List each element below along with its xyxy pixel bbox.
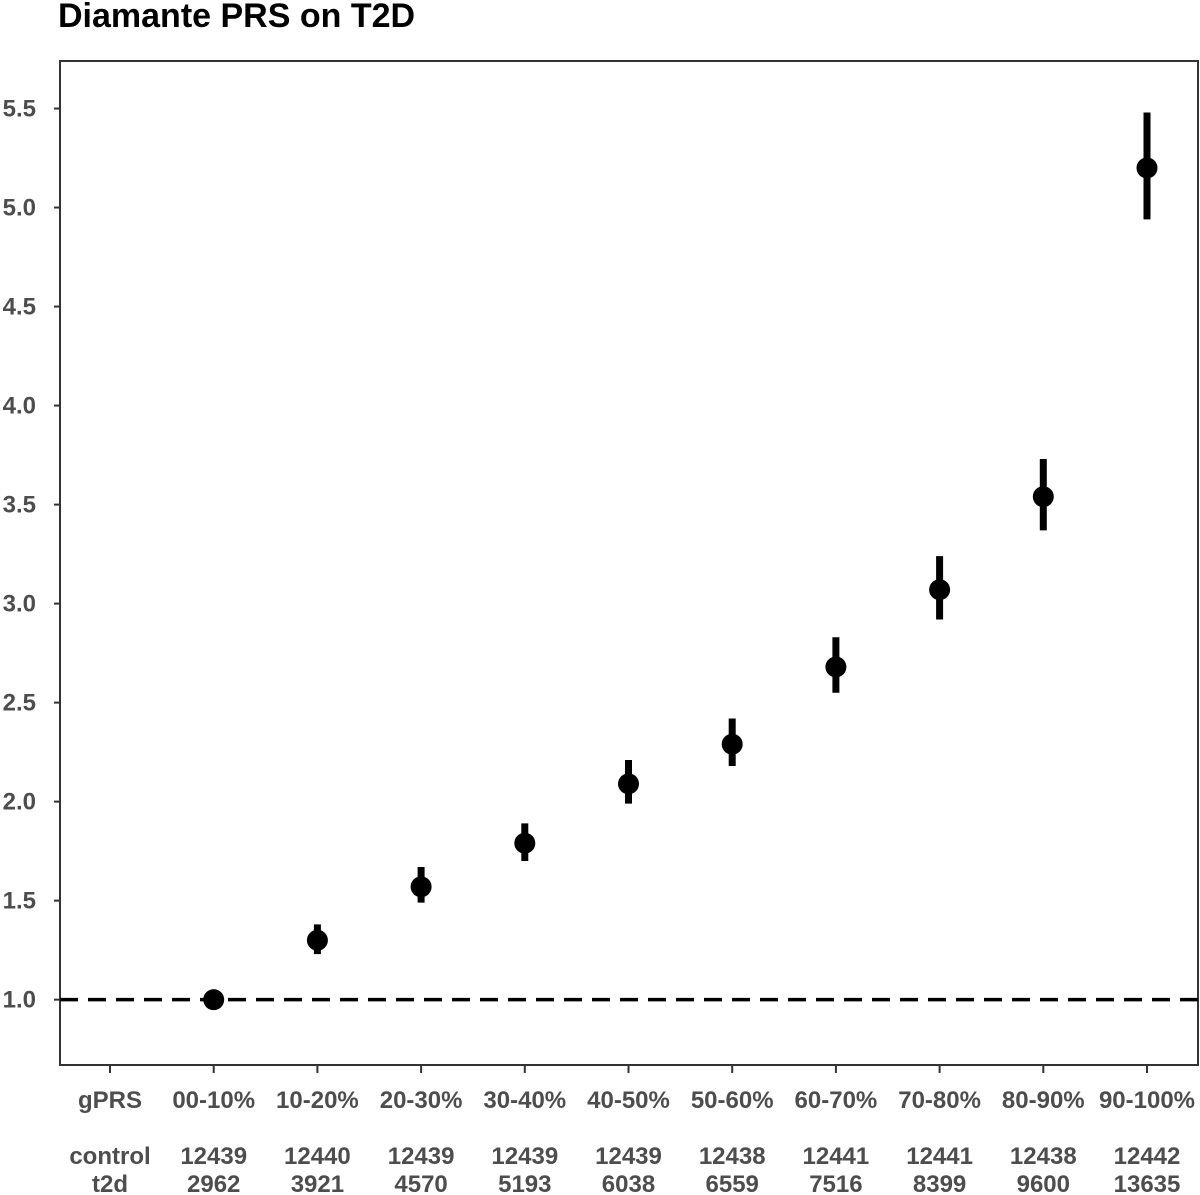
t2d-count-label: 13635 xyxy=(1114,1171,1181,1195)
t2d-count-label: 8399 xyxy=(913,1171,966,1195)
data-point xyxy=(929,579,951,601)
t2d-count-label: 5193 xyxy=(498,1171,551,1195)
x-axis xyxy=(109,1065,1148,1073)
data-marks xyxy=(203,112,1158,1011)
y-axis: 1.0 1.5 2.0 2.5 3.0 3.5 4.0 4.5 5.0 5.5 xyxy=(3,96,60,1014)
y-tick-label: 4.5 xyxy=(3,294,36,321)
data-point xyxy=(410,876,432,898)
t2d-count-label: 6559 xyxy=(706,1171,759,1195)
t2d-count-label: 3921 xyxy=(291,1171,344,1195)
y-tick-label: 2.0 xyxy=(3,789,36,816)
row-label: control xyxy=(69,1143,150,1170)
row-label: gPRS xyxy=(78,1087,142,1114)
y-tick-label: 1.0 xyxy=(3,987,36,1014)
y-tick-label: 5.0 xyxy=(3,195,36,222)
t2d-count-label: 7516 xyxy=(809,1171,862,1195)
control-count-label: 12439 xyxy=(180,1143,247,1170)
category-label: 20-30% xyxy=(380,1087,463,1114)
t2d-count-label: 6038 xyxy=(602,1171,655,1195)
category-label: 30-40% xyxy=(483,1087,566,1114)
control-count-label: 12439 xyxy=(388,1143,455,1170)
data-point xyxy=(514,832,536,854)
control-count-label: 12441 xyxy=(803,1143,870,1170)
data-point xyxy=(1136,157,1158,179)
category-label: 40-50% xyxy=(587,1087,670,1114)
category-label: 00-10% xyxy=(172,1087,255,1114)
t2d-count-label: 2962 xyxy=(187,1171,240,1195)
data-point xyxy=(721,733,743,755)
t2d-count-label: 9600 xyxy=(1017,1171,1070,1195)
row-label: t2d xyxy=(92,1171,128,1195)
category-label: 50-60% xyxy=(691,1087,774,1114)
control-count-label: 12439 xyxy=(595,1143,662,1170)
control-count-label: 12438 xyxy=(699,1143,766,1170)
category-label: 60-70% xyxy=(795,1087,878,1114)
data-point xyxy=(618,773,639,795)
data-point xyxy=(825,656,847,678)
y-tick-label: 2.5 xyxy=(3,690,36,717)
control-count-label: 12439 xyxy=(491,1143,558,1170)
data-point xyxy=(1032,486,1054,508)
category-label: 10-20% xyxy=(276,1087,359,1114)
control-count-label: 12440 xyxy=(284,1143,351,1170)
plot-panel xyxy=(59,60,1199,1066)
t2d-count-label: 4570 xyxy=(394,1171,447,1195)
category-label: 70-80% xyxy=(898,1087,981,1114)
y-tick-label: 3.0 xyxy=(3,591,36,618)
data-point xyxy=(306,929,328,951)
data-point xyxy=(203,989,225,1011)
control-count-label: 12438 xyxy=(1010,1143,1077,1170)
y-tick-label: 3.5 xyxy=(3,492,36,519)
y-tick-label: 5.5 xyxy=(3,96,36,123)
category-label: 80-90% xyxy=(1002,1087,1085,1114)
control-count-label: 12442 xyxy=(1114,1143,1181,1170)
category-label: 90-100% xyxy=(1099,1087,1195,1114)
count-table: gPRS 00-10% 10-20% 20-30% 30-40% 40-50% 50-60%… xyxy=(69,1087,1195,1195)
y-tick-label: 1.5 xyxy=(3,888,36,915)
chart-title: Diamante PRS on T2D xyxy=(58,0,415,35)
control-count-label: 12441 xyxy=(906,1143,973,1170)
y-tick-label: 4.0 xyxy=(3,393,36,420)
